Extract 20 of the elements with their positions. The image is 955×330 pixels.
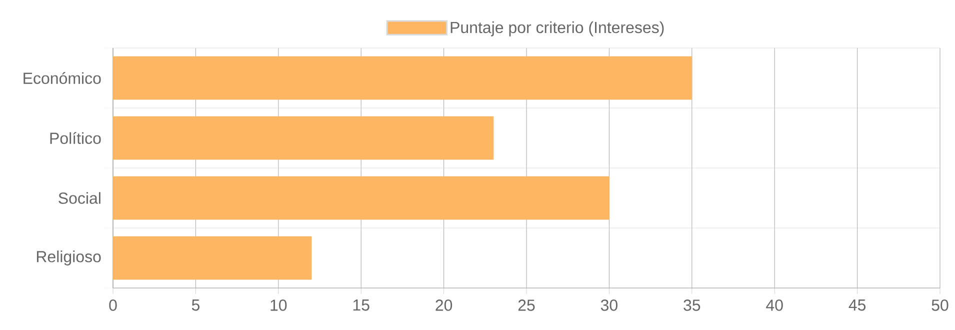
y-tick-label: Religioso (36, 250, 101, 266)
y-tick-label: Económico (24, 72, 101, 84)
x-tick-label: 10 (270, 300, 287, 311)
x-tick-label: 20 (436, 300, 452, 311)
x-tick-label: 45 (848, 300, 866, 311)
bar (112, 56, 692, 100)
y-tick-label: Político (50, 132, 101, 144)
x-tick-label: 5 (192, 300, 200, 311)
x-tick-label: 30 (600, 300, 618, 311)
x-tick-label: 15 (353, 300, 370, 311)
legend-label: Puntaje por criterio (Intereses) (450, 21, 664, 36)
x-tick-label: 40 (766, 300, 783, 311)
x-tick-label: 35 (684, 300, 700, 311)
bar (112, 236, 312, 280)
x-tick-label: 0 (109, 300, 117, 311)
bar (112, 176, 610, 220)
y-tick-label: Social (58, 192, 100, 204)
bar (112, 116, 494, 160)
x-tick-label: 25 (518, 300, 535, 311)
x-tick-label: 50 (932, 300, 948, 311)
